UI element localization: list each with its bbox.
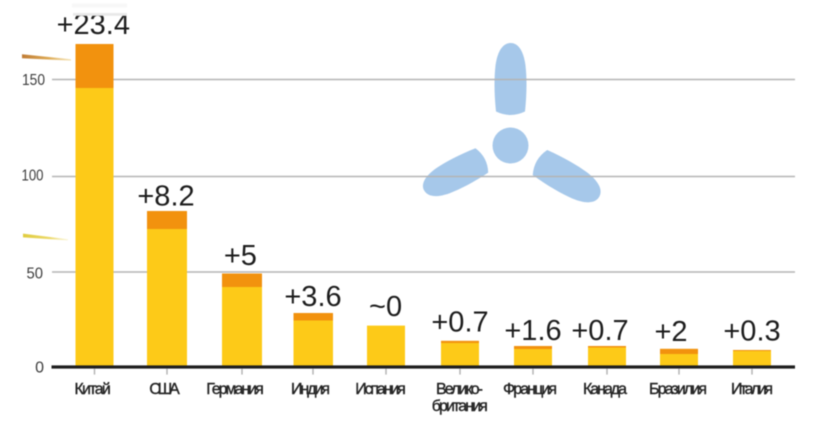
svg-text:Китай: Китай <box>74 381 111 398</box>
svg-text:+0.7: +0.7 <box>571 315 628 347</box>
svg-text:США: США <box>149 381 180 398</box>
svg-text:Канада: Канада <box>583 381 627 398</box>
svg-text:британия: британия <box>432 398 488 415</box>
svg-text:Италия: Италия <box>731 381 773 398</box>
svg-text:Испания: Испания <box>355 381 406 398</box>
svg-text:Германия: Германия <box>206 381 264 398</box>
svg-text:+0.3: +0.3 <box>723 316 780 348</box>
svg-text:50: 50 <box>27 266 44 283</box>
svg-text:+0.7: +0.7 <box>431 306 488 338</box>
svg-text:~0: ~0 <box>369 291 402 323</box>
svg-text:+3.6: +3.6 <box>284 281 341 313</box>
svg-text:+2: +2 <box>654 316 687 348</box>
svg-text:Франция: Франция <box>503 381 557 398</box>
svg-text:Индия: Индия <box>291 381 330 398</box>
svg-text:150: 150 <box>22 72 45 89</box>
svg-text:0: 0 <box>35 360 44 377</box>
svg-text:Велико-: Велико- <box>436 381 483 398</box>
svg-text:Бразилия: Бразилия <box>649 381 707 398</box>
svg-text:+1.6: +1.6 <box>504 315 561 347</box>
svg-text:100: 100 <box>22 168 44 185</box>
svg-text:+5: +5 <box>224 240 257 272</box>
svg-text:+8.2: +8.2 <box>137 181 194 213</box>
